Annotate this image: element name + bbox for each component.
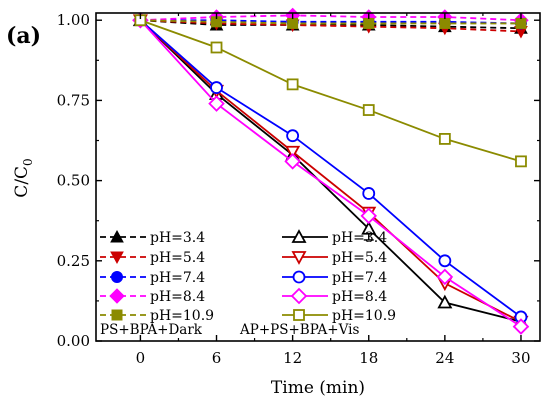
legend-swatch-marker — [110, 229, 124, 243]
legend-swatch-marker — [291, 229, 307, 243]
legend: pH=3.4 pH=5.4 pH=7.4 pH=8.4 pH=10.9 pH=3.4 pH=… — [100, 229, 396, 338]
x-tick-label: 0 — [136, 349, 146, 367]
legend-item: pH=8.4 — [282, 287, 387, 305]
x-tick-label: 18 — [359, 349, 378, 367]
data-point — [286, 78, 299, 91]
data-point — [360, 207, 378, 225]
legend-group-label: PS+BPA+Dark — [100, 322, 203, 338]
legend-item: pH=3.4 — [100, 229, 205, 246]
y-tick-label: 0.00 — [57, 332, 90, 350]
y-tick-label: 1.00 — [57, 11, 90, 29]
y-tick-label: 0.50 — [57, 172, 90, 190]
legend-swatch-marker — [111, 309, 123, 321]
legend-label: pH=7.4 — [332, 270, 387, 286]
data-point — [436, 268, 454, 286]
series-line — [140, 19, 522, 163]
series-layer — [132, 7, 530, 335]
series-vis-pH10_9 — [134, 14, 527, 168]
legend-swatch-marker — [293, 309, 305, 321]
data-point — [210, 81, 223, 94]
legend-swatch-marker — [292, 270, 306, 284]
data-point — [363, 17, 375, 29]
data-point — [437, 294, 453, 309]
legend-swatch-marker — [110, 251, 124, 265]
panel-label: (a) — [6, 23, 41, 49]
x-tick-label: 6 — [212, 349, 222, 367]
y-axis-title-main: C/C — [12, 166, 32, 198]
x-axis-title: Time (min) — [271, 378, 365, 398]
legend-label: pH=5.4 — [332, 250, 387, 266]
series-line — [140, 19, 521, 25]
x-axis: 0 6 12 18 24 30 — [136, 13, 531, 367]
data-point — [362, 187, 376, 200]
legend-label: pH=10.9 — [332, 308, 396, 324]
y-axis: 0.00 0.25 0.50 0.75 1.00 — [57, 11, 540, 350]
legend-item: pH=7.4 — [100, 270, 205, 286]
legend-swatch-marker — [291, 251, 307, 265]
legend-label: pH=7.4 — [150, 270, 205, 286]
series-line — [140, 19, 522, 33]
data-point — [361, 220, 377, 235]
data-point — [284, 153, 301, 170]
legend-swatch-marker — [290, 287, 308, 305]
legend-item: pH=5.4 — [100, 250, 205, 266]
data-point — [287, 17, 299, 29]
legend-label: pH=8.4 — [150, 289, 205, 305]
legend-swatch-marker — [111, 271, 123, 283]
legend-item: pH=5.4 — [282, 250, 387, 266]
data-point — [362, 104, 375, 116]
series-line — [139, 19, 522, 328]
legend-group-label: AP+PS+BPA+Vis — [239, 322, 359, 338]
series-line — [139, 19, 522, 323]
legend-item: pH=10.9 — [100, 308, 214, 324]
x-tick-label: 12 — [283, 349, 302, 367]
data-point — [286, 129, 300, 143]
y-axis-title-subscript: 0 — [21, 158, 35, 166]
data-point — [208, 95, 225, 112]
legend-label: pH=10.9 — [150, 308, 214, 324]
data-point — [438, 254, 452, 268]
plot-frame — [95, 12, 541, 342]
x-tick-label: 24 — [435, 349, 454, 367]
legend-item: pH=7.4 — [282, 270, 387, 286]
legend-label: pH=3.4 — [332, 230, 387, 246]
series-line — [140, 14, 522, 22]
series-line — [139, 19, 522, 318]
data-point — [512, 318, 530, 335]
legend-label: pH=5.4 — [150, 250, 205, 266]
y-axis-title: C/C0 — [12, 158, 35, 197]
data-point — [515, 17, 527, 29]
legend-label: pH=3.4 — [150, 230, 205, 246]
data-point — [439, 17, 451, 29]
data-point — [285, 145, 301, 160]
y-tick-label: 0.25 — [57, 252, 90, 270]
svg-text:C/C0: C/C0 — [12, 158, 35, 197]
data-point — [438, 133, 451, 145]
data-point — [515, 155, 527, 168]
legend-item: pH=10.9 — [282, 308, 396, 324]
y-tick-label: 0.75 — [57, 91, 90, 109]
series-line — [139, 19, 522, 323]
legend-label: pH=8.4 — [332, 289, 387, 305]
legend-item: pH=3.4 — [282, 229, 387, 246]
legend-item: pH=8.4 — [100, 288, 205, 305]
series-line — [140, 19, 521, 25]
series-vis-pH7_4 — [133, 13, 528, 324]
legend-swatch-marker — [109, 288, 125, 304]
data-point — [210, 41, 223, 54]
x-tick-label: 30 — [511, 349, 530, 367]
